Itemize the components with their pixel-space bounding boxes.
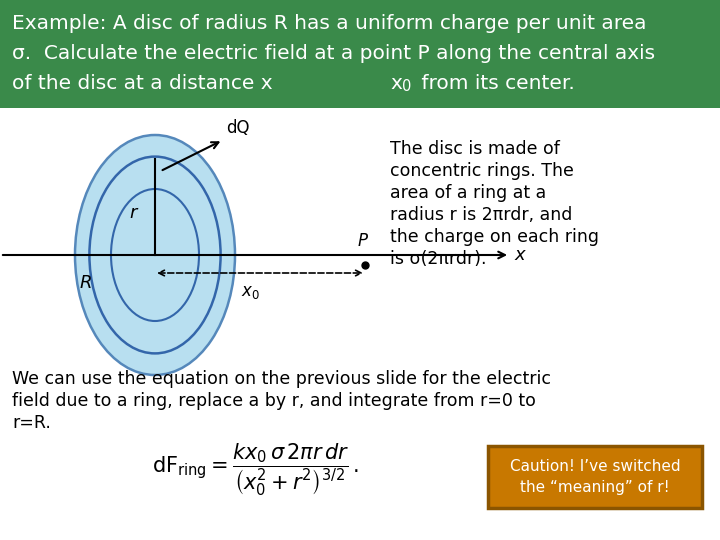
Text: from its center.: from its center. [415,74,575,93]
Text: Example: A disc of radius R has a uniform charge per unit area: Example: A disc of radius R has a unifor… [12,14,647,33]
Text: $x_0$: $x_0$ [240,283,259,301]
Text: The disc is made of: The disc is made of [390,140,560,158]
Text: P: P [358,232,368,250]
Text: σ.  Calculate the electric field at a point P along the central axis: σ. Calculate the electric field at a poi… [12,44,655,63]
Text: r: r [130,204,137,222]
Text: r=R.: r=R. [12,414,51,432]
Text: is σ(2πrdr).: is σ(2πrdr). [390,250,487,268]
FancyBboxPatch shape [0,0,720,108]
Text: area of a ring at a: area of a ring at a [390,184,546,202]
Text: the charge on each ring: the charge on each ring [390,228,599,246]
Text: field due to a ring, replace a by r, and integrate from r=0 to: field due to a ring, replace a by r, and… [12,392,536,410]
Text: $\mathrm{dF_{ring}} = \dfrac{kx_0\,\sigma\,2\pi r\,dr}{\left(x_0^2+r^2\right)^{3: $\mathrm{dF_{ring}} = \dfrac{kx_0\,\sigm… [152,442,359,498]
Text: R: R [80,274,92,292]
Text: Caution! I’ve switched
the “meaning” of r!: Caution! I’ve switched the “meaning” of … [510,459,680,495]
Text: x: x [514,246,525,264]
FancyBboxPatch shape [488,446,702,508]
Text: radius r is 2πrdr, and: radius r is 2πrdr, and [390,206,572,224]
Text: concentric rings. The: concentric rings. The [390,162,574,180]
Text: dQ: dQ [226,119,250,137]
Ellipse shape [75,135,235,375]
Text: of the disc at a distance x: of the disc at a distance x [12,74,273,93]
Text: We can use the equation on the previous slide for the electric: We can use the equation on the previous … [12,370,551,388]
Text: x: x [390,74,402,93]
Text: 0: 0 [402,79,411,94]
